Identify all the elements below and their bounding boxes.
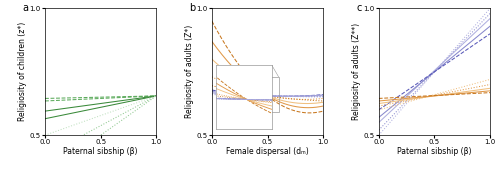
Y-axis label: Religiosity of children (z*): Religiosity of children (z*) [18,22,27,122]
Text: b: b [190,3,196,13]
Text: c: c [356,3,362,13]
X-axis label: Female dispersal (dₘ): Female dispersal (dₘ) [226,147,309,156]
Y-axis label: Religiosity of adults (Z**): Religiosity of adults (Z**) [352,23,360,120]
X-axis label: Paternal sibship (β): Paternal sibship (β) [397,147,471,156]
Text: a: a [23,3,29,13]
Y-axis label: Religiosity of adults (Z*): Religiosity of adults (Z*) [184,25,194,118]
Bar [254,77,278,112]
X-axis label: Paternal sibship (β): Paternal sibship (β) [64,147,138,156]
